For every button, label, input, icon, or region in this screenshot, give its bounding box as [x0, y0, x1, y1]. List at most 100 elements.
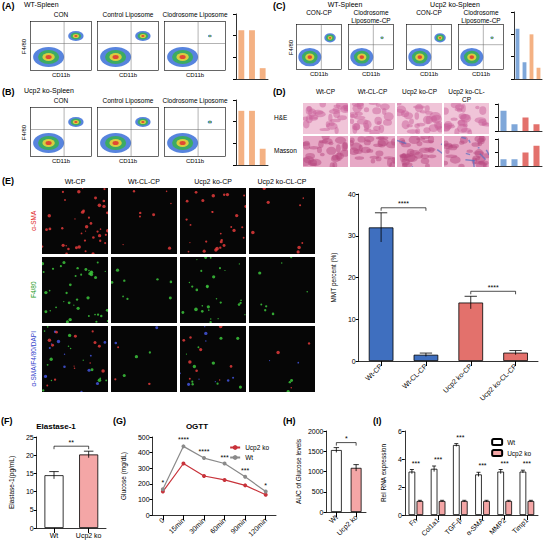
svg-text:0: 0	[146, 512, 150, 519]
svg-text:Ucp2 ko: Ucp2 ko	[76, 532, 102, 540]
svg-text:Ucp2 ko: Ucp2 ko	[507, 450, 531, 458]
svg-text:***: ***	[434, 456, 442, 463]
html-text:Control Liposome: Control Liposome	[102, 97, 154, 104]
svg-text:20: 20	[26, 452, 34, 459]
svg-text:***: ***	[501, 460, 509, 467]
svg-text:OGTT: OGTT	[186, 422, 208, 431]
svg-text:*: *	[161, 479, 164, 486]
html-text:WT-Spleen: WT-Spleen	[24, 1, 59, 8]
svg-text:***: ***	[241, 467, 249, 474]
svg-text:Ucp2 ko: Ucp2 ko	[245, 444, 269, 452]
html-text:Clodrosome Liposome-CP: Clodrosome Liposome-CP	[351, 9, 391, 24]
svg-text:Glucose (mg/dL): Glucose (mg/dL)	[120, 452, 128, 500]
svg-text:Timp1: Timp1	[511, 516, 530, 535]
svg-text:5: 5	[30, 506, 34, 513]
svg-text:****: ****	[488, 284, 499, 291]
svg-text:***: ***	[456, 434, 464, 441]
html-text:α-SMA/F4/80/DAPI: α-SMA/F4/80/DAPI	[30, 331, 38, 387]
svg-text:Wt: Wt	[507, 439, 515, 446]
html-text:(G): (G)	[113, 416, 126, 426]
svg-text:Elastase-1(pg/mL): Elastase-1(pg/mL)	[8, 456, 16, 509]
svg-text:0: 0	[398, 512, 402, 519]
svg-text:***: ***	[412, 460, 420, 467]
svg-text:Ucp2 ko-CP: Ucp2 ko-CP	[442, 362, 475, 395]
svg-text:0: 0	[30, 525, 34, 532]
svg-text:25: 25	[26, 434, 34, 441]
svg-text:120min: 120min	[247, 516, 268, 537]
svg-text:500: 500	[138, 434, 150, 441]
svg-text:Wt: Wt	[328, 513, 339, 524]
svg-text:Ucp2 ko-CL-CP: Ucp2 ko-CL-CP	[479, 362, 519, 402]
svg-text:***: ***	[523, 460, 531, 467]
svg-text:10: 10	[348, 316, 356, 323]
html-text:F4/80: F4/80	[30, 281, 38, 299]
svg-text:Wt: Wt	[245, 454, 253, 461]
html-text:Clodrosome Liposome: Clodrosome Liposome	[162, 97, 228, 104]
html-text:(A): (A)	[2, 1, 15, 11]
svg-text:Fn: Fn	[408, 516, 419, 527]
html-text:Ucp2 ko-Spleen: Ucp2 ko-Spleen	[24, 87, 74, 94]
svg-text:10: 10	[26, 488, 34, 495]
svg-text:Wt-CP: Wt-CP	[364, 362, 384, 382]
svg-text:MMT percent (%): MMT percent (%)	[330, 252, 338, 302]
html-text:(H): (H)	[283, 416, 296, 426]
svg-text:0: 0	[352, 358, 356, 365]
html-text:Ucp2 ko-CL-CP: Ucp2 ko-CL-CP	[448, 88, 485, 103]
svg-text:Elastase-1: Elastase-1	[36, 422, 76, 431]
svg-text:20: 20	[348, 274, 356, 281]
svg-text:****: ****	[398, 200, 409, 207]
html-text:(F): (F)	[1, 416, 13, 426]
svg-text:****: ****	[199, 448, 210, 455]
html-text:(D): (D)	[273, 87, 286, 97]
html-text:(B): (B)	[2, 87, 15, 97]
svg-text:***: ***	[220, 454, 228, 461]
svg-text:1500: 1500	[308, 448, 324, 455]
svg-text:***: ***	[478, 462, 486, 469]
svg-text:0: 0	[320, 509, 324, 516]
svg-text:****: ****	[178, 436, 189, 443]
svg-text:6: 6	[398, 428, 402, 435]
svg-text:Rel RNA expression: Rel RNA expression	[380, 444, 388, 503]
svg-text:Ucp2 ko: Ucp2 ko	[336, 513, 360, 537]
html-text:CON-CP: CON-CP	[306, 9, 332, 16]
svg-text:30: 30	[348, 232, 356, 239]
svg-text:Wt: Wt	[50, 532, 59, 539]
svg-text:40: 40	[348, 191, 356, 198]
svg-text:300: 300	[138, 465, 150, 472]
svg-text:2000: 2000	[308, 428, 324, 435]
html-text:F4/80: F4/80	[20, 38, 27, 54]
html-text:Control Liposome: Control Liposome	[102, 11, 154, 18]
svg-text:Col1a1: Col1a1	[420, 516, 441, 537]
svg-text:30min: 30min	[188, 516, 206, 534]
svg-text:15: 15	[26, 470, 34, 477]
html-text:CON: CON	[53, 11, 69, 18]
svg-text:500: 500	[312, 488, 324, 495]
svg-text:α-SMA: α-SMA	[465, 516, 485, 536]
svg-text:2: 2	[398, 484, 402, 491]
svg-text:100: 100	[138, 496, 150, 503]
svg-text:0: 0	[158, 516, 166, 524]
html-text:(C): (C)	[273, 1, 286, 11]
svg-text:MMP2: MMP2	[488, 516, 507, 535]
svg-text:15min: 15min	[168, 516, 186, 534]
html-text:(I): (I)	[373, 416, 382, 426]
svg-text:AUC of Glucose levels: AUC of Glucose levels	[295, 438, 302, 504]
svg-text:4: 4	[398, 456, 402, 463]
svg-text:Wt-CL-CP: Wt-CL-CP	[401, 362, 429, 390]
svg-text:400: 400	[138, 449, 150, 456]
html-text:WT-Spleen: WT-Spleen	[327, 1, 363, 8]
svg-text:**: **	[69, 439, 75, 446]
html-text:F4/80: F4/80	[20, 124, 27, 140]
html-text:CON: CON	[53, 97, 69, 104]
svg-text:200: 200	[138, 480, 150, 487]
svg-text:*: *	[264, 482, 267, 489]
html-text:Clodrosome Liposome-CP: Clodrosome Liposome-CP	[461, 9, 501, 24]
html-text:α-SMA: α-SMA	[30, 211, 38, 231]
svg-text:TGF-β: TGF-β	[443, 517, 463, 537]
html-text:Clodrosome Liposome: Clodrosome Liposome	[162, 11, 228, 18]
svg-text:60min: 60min	[209, 516, 227, 534]
svg-text:1000: 1000	[308, 468, 324, 475]
html-text:(E): (E)	[2, 176, 14, 186]
svg-text:90min: 90min	[229, 516, 247, 534]
svg-text:*: *	[345, 435, 348, 442]
